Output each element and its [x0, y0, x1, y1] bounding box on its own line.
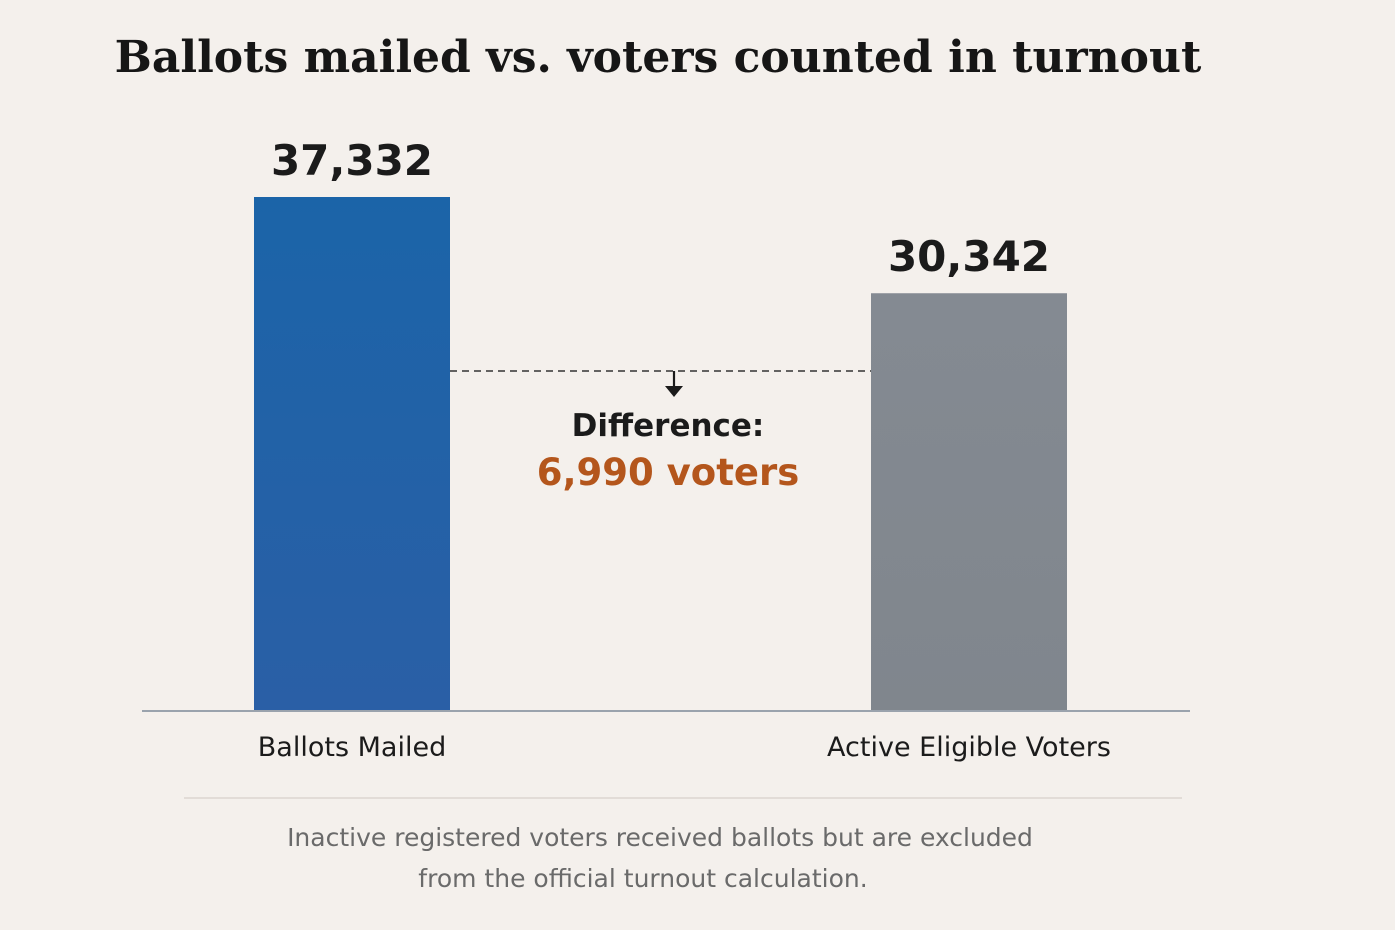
difference-label: Difference:	[572, 408, 765, 444]
footnote-line-1: Inactive registered voters received ball…	[287, 823, 1033, 852]
bar-value-label-0: 37,332	[271, 136, 433, 185]
bar-value-label-1: 30,342	[888, 232, 1050, 281]
category-label-1: Active Eligible Voters	[827, 732, 1111, 763]
difference-value: 6,990 voters	[537, 451, 800, 494]
category-label-0: Ballots Mailed	[258, 732, 446, 763]
chart-title: Ballots mailed vs. voters counted in tur…	[115, 32, 1202, 83]
bars-group: 37,332 Ballots Mailed 30,342 Active Eligibl…	[254, 136, 1111, 763]
down-arrow-icon	[665, 371, 683, 397]
bar-ballots-mailed	[254, 197, 450, 711]
bar-active-eligible-voters	[871, 293, 1067, 711]
footnote-line-2: from the official turnout calculation.	[418, 864, 867, 893]
